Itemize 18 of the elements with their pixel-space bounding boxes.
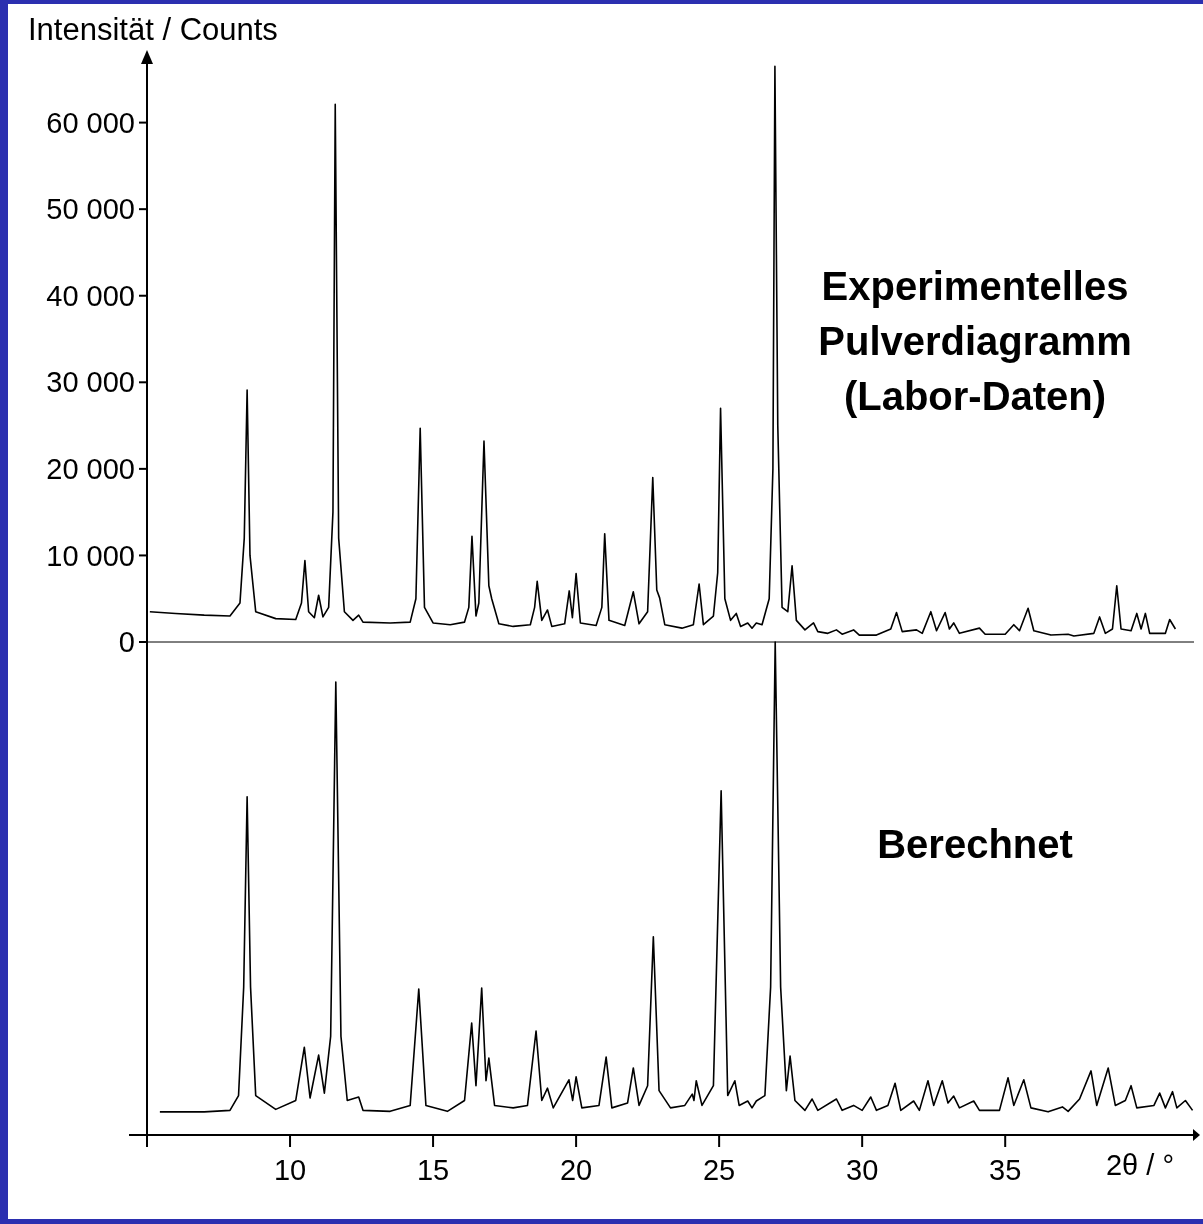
y-tick-label: 50 000	[46, 193, 135, 226]
x-tick-label: 35	[989, 1154, 1022, 1186]
x-tick-label: 25	[703, 1154, 736, 1186]
annotation: Berechnet	[877, 822, 1073, 866]
y-axis-title: Intensität / Counts	[28, 12, 278, 47]
x-axis-title: 2θ / °	[1105, 1149, 1175, 1181]
x-tick-label: 20	[559, 1154, 593, 1186]
line-series	[149, 65, 1177, 637]
y-tick-label: 0	[118, 626, 135, 659]
y-tick-label: 60 000	[46, 106, 135, 139]
x-tick-label: 15	[416, 1154, 450, 1186]
annotation: Experimentelles Pulverdiagramm (Labor-Daten)	[818, 264, 1132, 418]
y-tick-label: 30 000	[46, 366, 135, 399]
x-tick-label: 10	[273, 1154, 307, 1186]
y-tick-label: 40 000	[46, 279, 135, 312]
y-tick-label: 10 000	[46, 539, 135, 572]
y-tick-label: 20 000	[46, 453, 135, 486]
x-tick-label: 30	[846, 1154, 879, 1186]
